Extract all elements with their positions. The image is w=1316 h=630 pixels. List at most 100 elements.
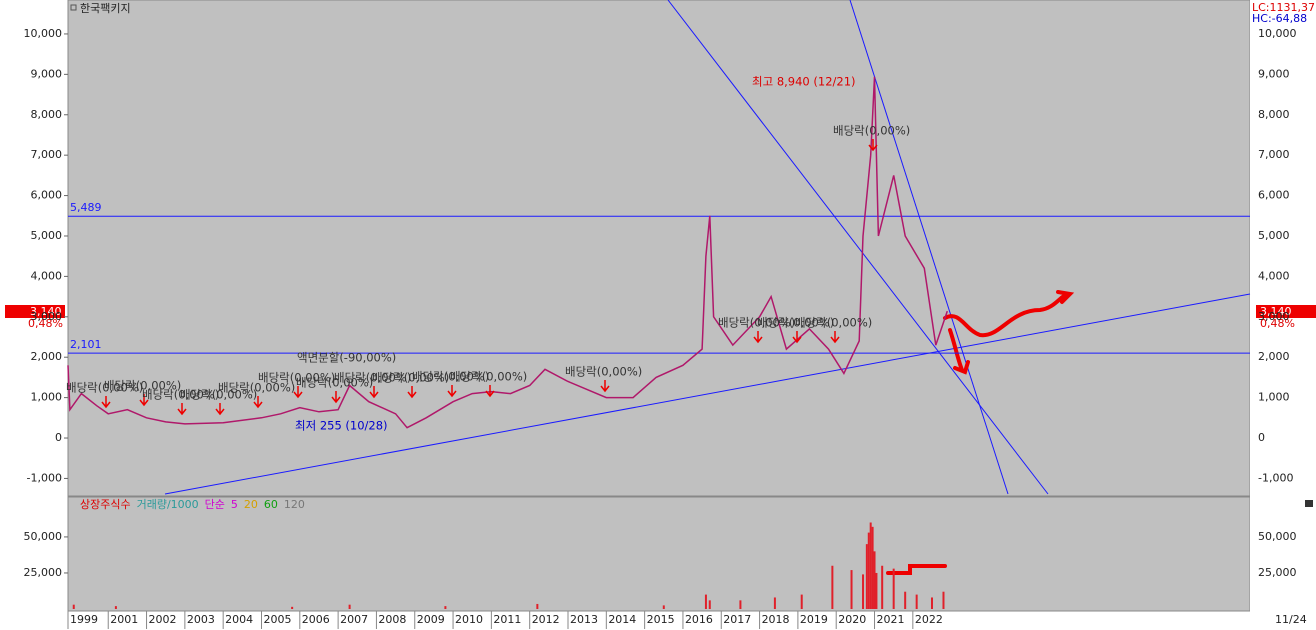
annotation: 배당락(0,00%) xyxy=(296,376,373,390)
annotation: 배당락(0,00%) xyxy=(718,316,795,330)
y-tick-label: 6,000 xyxy=(31,189,63,202)
close-icon[interactable] xyxy=(1305,500,1313,507)
arrow xyxy=(215,403,225,416)
annotation: 배당락(0,00%) xyxy=(372,371,449,385)
legend-entry: 120 xyxy=(284,498,305,511)
annotation: 배당락(0,00%) xyxy=(334,371,411,385)
arrow xyxy=(792,331,802,344)
y-tick-label: 10,000 xyxy=(1258,27,1297,40)
date-label: 11/24 xyxy=(1275,613,1307,626)
y-tick-label: -1,000 xyxy=(1258,471,1293,484)
volume-bar xyxy=(831,565,834,609)
volume-bar xyxy=(348,604,351,609)
x-tick-label: 2002 xyxy=(149,613,177,626)
x-tick-label: 2015 xyxy=(647,613,675,626)
y-tick-label: 9,000 xyxy=(31,67,63,80)
arrow xyxy=(293,386,303,399)
y-tick-label: 0 xyxy=(55,431,62,444)
annotation: 최고 8,940 (12/21) xyxy=(752,75,856,89)
y-tick-label: 8,000 xyxy=(31,108,63,121)
volume-bar xyxy=(892,568,895,609)
arrow xyxy=(600,380,610,393)
annotation: 배당락(0,00%) xyxy=(412,370,489,384)
x-tick-label: 2007 xyxy=(340,613,368,626)
annotation: 배당락(0,00%) xyxy=(450,370,527,384)
y-tick-label: 3,000 xyxy=(31,310,63,323)
x-tick-label: 2008 xyxy=(378,613,406,626)
volume-bar xyxy=(773,597,776,609)
price-panel xyxy=(67,0,1251,497)
y-tick-label: 6,000 xyxy=(1258,189,1290,202)
volume-bar xyxy=(72,604,75,609)
annotation: 배당락(0,00%) xyxy=(104,379,181,393)
x-tick-label: 2005 xyxy=(263,613,291,626)
hand-drawing xyxy=(886,290,1075,575)
change: 0,48% xyxy=(28,317,63,330)
volume-panel xyxy=(67,496,1251,612)
volume-bar xyxy=(942,591,945,609)
x-tick-label: 2004 xyxy=(225,613,253,626)
y-tick-label: 4,000 xyxy=(1258,269,1290,282)
arrow xyxy=(331,391,341,404)
change: 0,48% xyxy=(1260,317,1295,330)
y-tick-label: 1,000 xyxy=(31,391,63,404)
x-tick-label: 1999 xyxy=(70,613,98,626)
x-tick-label: 2014 xyxy=(608,613,636,626)
arrow xyxy=(253,396,263,409)
y-tick-label: 9,000 xyxy=(1258,67,1290,80)
arrow xyxy=(753,331,763,344)
volume-bar xyxy=(904,591,907,609)
scribble xyxy=(886,564,947,575)
arrow xyxy=(177,403,187,416)
lc-label: LC:1131,37 xyxy=(1252,1,1315,14)
x-tick-label: 2006 xyxy=(302,613,330,626)
volume-bar xyxy=(873,551,876,609)
x-tick-label: 2009 xyxy=(417,613,445,626)
arrow xyxy=(485,385,495,398)
y-tick-label: 1,000 xyxy=(1258,391,1290,404)
x-tick-label: 2019 xyxy=(800,613,828,626)
annotation: 배당락(0,00%) xyxy=(757,316,834,330)
y-tick-label: 7,000 xyxy=(31,148,63,161)
h-line-label: 5,489 xyxy=(70,201,102,214)
volume-bar xyxy=(930,597,933,609)
volume-bar xyxy=(862,574,865,609)
y-tick-label: 3,000 xyxy=(1258,310,1290,323)
volume-bar xyxy=(800,594,803,609)
volume-bar xyxy=(704,594,707,609)
scribble xyxy=(1056,290,1075,304)
hc-label: HC:-64,88 xyxy=(1252,12,1307,25)
last-price: 3,140 xyxy=(30,305,62,318)
price-line xyxy=(67,76,949,429)
scribble xyxy=(948,328,970,375)
y-tick-label: 50,000 xyxy=(24,530,63,543)
last-price: 3,140 xyxy=(1260,305,1292,318)
y-tick-label: 10,000 xyxy=(24,27,63,40)
y-tick-label: 25,000 xyxy=(1258,566,1297,579)
x-tick-label: 2003 xyxy=(187,613,215,626)
y-tick-label: 2,000 xyxy=(1258,350,1290,363)
x-tick-label: 2022 xyxy=(915,613,943,626)
x-tick-label: 2013 xyxy=(570,613,598,626)
annotation: 배당락(0,00%) xyxy=(795,316,872,330)
annotation: 배당락(0,00%) xyxy=(258,371,335,385)
arrow xyxy=(369,386,379,399)
annotation: 배당락(0,00%) xyxy=(833,124,910,138)
trend-line xyxy=(667,0,1049,495)
annotation: 배당락(0,00%) xyxy=(142,388,219,402)
x-tick-label: 2018 xyxy=(762,613,790,626)
y-tick-label: -1,000 xyxy=(27,471,62,484)
volume-bar xyxy=(291,606,294,609)
volume-bar xyxy=(114,606,117,609)
trend-lines xyxy=(164,0,1251,495)
price-tag xyxy=(5,305,65,318)
y-tick-label: 7,000 xyxy=(1258,148,1290,161)
x-tick-label: 2011 xyxy=(493,613,521,626)
price-tag xyxy=(1256,305,1316,318)
x-tick-label: 2010 xyxy=(455,613,483,626)
volume-bar xyxy=(444,606,447,609)
legend-entry: 단순 xyxy=(205,498,225,511)
y-tick-label: 5,000 xyxy=(31,229,63,242)
volume-bar xyxy=(536,603,539,609)
trend-line xyxy=(849,0,1009,495)
